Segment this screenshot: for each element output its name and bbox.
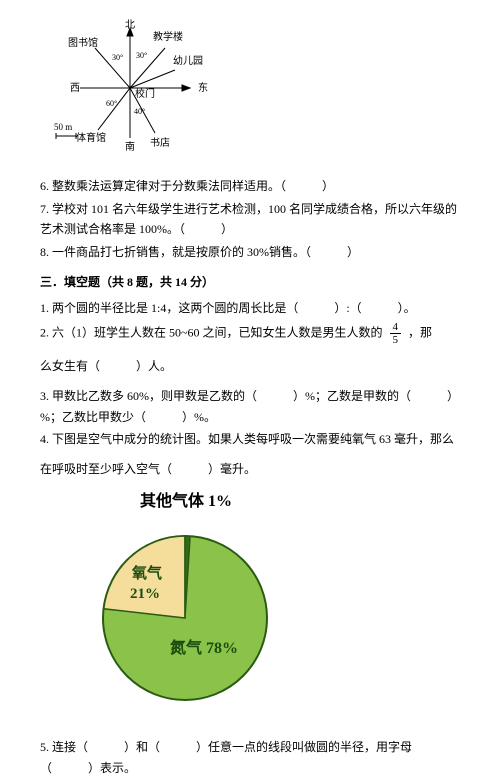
frac-num: 4 [390,321,402,334]
angle-40: 40° [134,107,145,116]
label-sw: 体育馆 [76,131,106,144]
fill-q2-line1: 2. 六（1）班学生人数在 50~60 之间，已知女生人数是男生人数的 4 5 … [40,321,460,346]
pie-svg: 氧气 21% 氮气 78% [80,523,290,703]
label-ene: 幼儿园 [173,54,203,67]
question-6: 6. 整数乘法运算定律对于分数乘法同样适用。（ ） [40,176,460,196]
fill-q4b: 在呼吸时至少呼入空气（ ）毫升。 [40,459,460,479]
question-7: 7. 学校对 101 名六年级学生进行艺术检测，100 名同学成绩合格，所以六年… [40,199,460,240]
label-north: 北 [125,19,135,31]
pie-label-nitrogen: 氮气 78% [170,638,238,657]
question-8: 8. 一件商品打七折销售，就是按原价的 30%销售。（ ） [40,242,460,262]
fill-q2b: ，那 [408,325,432,339]
frac-den: 5 [390,334,402,346]
fill-q2a: 2. 六（1）班学生人数在 50~60 之间，已知女生人数是男生人数的 [40,325,383,339]
label-east: 东 [198,81,208,94]
pie-chart: 氧气 21% 氮气 78% [80,523,460,709]
label-south: 南 [125,140,135,153]
scale-label: 50 m [54,122,72,132]
section-3-title: 三．填空题（共 8 题，共 14 分） [40,272,460,292]
label-center: 校门 [135,87,155,100]
fill-q1: 1. 两个圆的半径比是 1:4，这两个圆的周长比是（ ）:（ ）。 [40,298,460,318]
pie-label-oxygen: 氧气 [131,564,162,582]
direction-svg: 北 南 东 西 教学楼 图书馆 幼儿园 校门 体育馆 书店 30° 30° 60… [50,18,210,158]
pie-label-oxygen-pct: 21% [130,586,160,602]
label-ne: 教学楼 [153,30,183,43]
label-se: 书店 [150,136,170,149]
pie-title: 其他气体 1% [140,488,460,515]
angle-30-1: 30° [136,51,147,60]
direction-diagram: 北 南 东 西 教学楼 图书馆 幼儿园 校门 体育馆 书店 30° 30° 60… [50,18,460,164]
fill-q2-line2: 么女生有（ ）人。 [40,356,460,376]
fill-q3: 3. 甲数比乙数多 60%，则甲数是乙数的（ ）%；乙数是甲数的（ ）%；乙数比… [40,386,460,427]
label-nw: 图书馆 [68,36,98,49]
fill-q5: 5. 连接（ ）和（ ）任意一点的线段叫做圆的半径，用字母（ ）表示。 [40,737,460,778]
label-west: 西 [70,83,80,94]
angle-30-2: 30° [112,53,123,62]
fraction-4-5: 4 5 [390,321,402,346]
angle-60: 60° [106,99,117,108]
fill-q4a: 4. 下图是空气中成分的统计图。如果人类每呼吸一次需要纯氧气 63 毫升，那么 [40,429,460,449]
